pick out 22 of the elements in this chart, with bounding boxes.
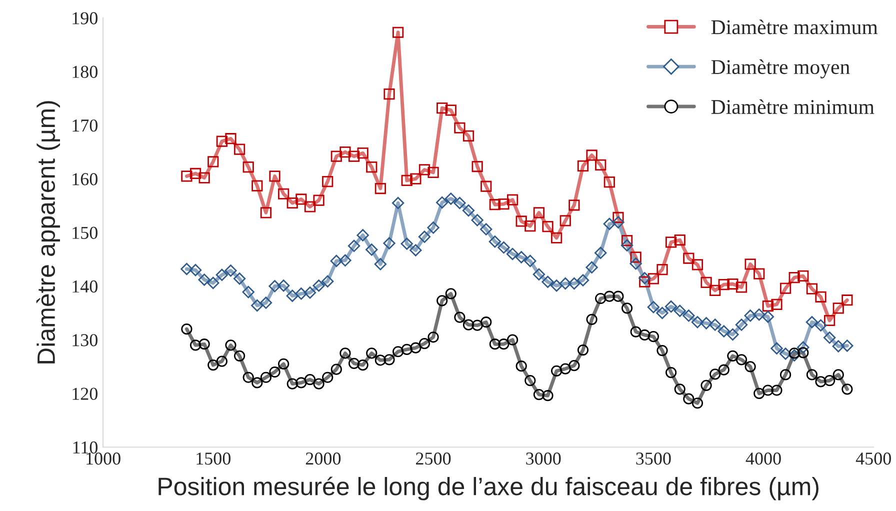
x-tick-label: 2000 <box>306 452 341 465</box>
legend-label: Diamètre maximum <box>711 20 878 34</box>
y-tick-label: 120 <box>72 388 98 400</box>
y-tick-label: 160 <box>72 173 98 186</box>
y-tick-label: 130 <box>72 334 98 346</box>
x-axis-title: Position mesurée le long de l’axe du faisceau de fibres (µm) <box>158 476 818 500</box>
y-tick-label: 170 <box>72 119 98 132</box>
x-tick-label: 3000 <box>526 452 561 465</box>
x-tick-label: 3500 <box>636 452 671 465</box>
legend-label: Diamètre minimum <box>711 99 874 114</box>
y-tick-label: 140 <box>72 280 98 293</box>
x-tick-label: 4500 <box>856 452 891 465</box>
x-tick-label: 1500 <box>196 452 230 465</box>
y-axis-title: Diamètre apparent (µm) <box>36 101 60 364</box>
x-tick-label: 2500 <box>416 452 451 465</box>
x-tick-label: 1000 <box>86 452 120 465</box>
y-tick-label: 150 <box>72 226 98 239</box>
x-tick-label: 4000 <box>746 452 781 465</box>
y-tick-label: 180 <box>72 66 98 78</box>
y-tick-label: 110 <box>73 441 98 454</box>
legend-label: Diamètre moyen <box>711 59 850 78</box>
y-tick-label: 190 <box>72 12 98 24</box>
